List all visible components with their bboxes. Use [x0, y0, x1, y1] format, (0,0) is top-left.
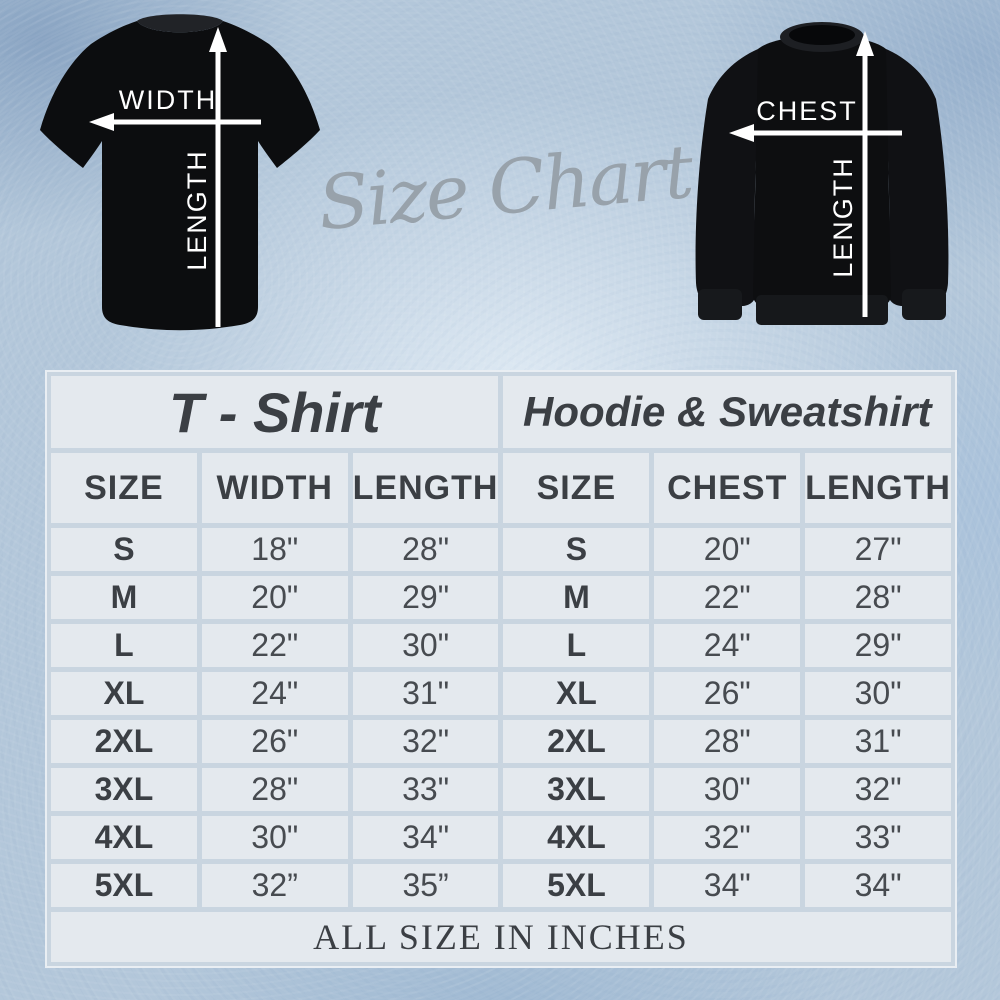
tshirt-width-cell: 32” — [201, 864, 348, 907]
tshirt-length-cell: 33" — [352, 768, 499, 811]
tshirt-width-cell: 24" — [201, 672, 348, 715]
hoodie-header-size: SIZE — [503, 453, 650, 523]
tshirt-length-cell: 28" — [352, 528, 499, 571]
sweatshirt-chest-arrow — [729, 124, 902, 142]
size-table: T - Shirt Hoodie & Sweatshirt SIZE WIDTH… — [45, 370, 957, 968]
hoodie-size-cell: M — [503, 576, 650, 619]
hoodie-chest-cell: 30" — [654, 768, 801, 811]
hoodie-size-cell: L — [503, 624, 650, 667]
tshirt-length-arrow — [209, 27, 227, 327]
hoodie-length-cell: 28" — [805, 576, 951, 619]
hoodie-length-cell: 27" — [805, 528, 951, 571]
tshirt-table-title: T - Shirt — [51, 376, 499, 448]
tshirt-length-cell: 31" — [352, 672, 499, 715]
sweatshirt-body — [753, 35, 891, 306]
tshirt-length-cell: 30" — [352, 624, 499, 667]
tshirt-width-cell: 26" — [201, 720, 348, 763]
tshirt-image: WIDTH LENGTH — [40, 14, 320, 331]
tshirt-collar — [137, 14, 223, 33]
tshirt-length-cell: 34" — [352, 816, 499, 859]
tshirt-header-width: WIDTH — [201, 453, 348, 523]
hoodie-chest-cell: 28" — [654, 720, 801, 763]
tshirt-silhouette — [40, 21, 320, 331]
sweatshirt-image: CHEST LENGTH — [695, 22, 949, 325]
hoodie-size-cell: 5XL — [503, 864, 650, 907]
tshirt-size-cell: 4XL — [51, 816, 197, 859]
hoodie-header-length: LENGTH — [805, 453, 951, 523]
units-note: ALL SIZE IN INCHES — [51, 912, 951, 962]
tshirt-width-cell: 28" — [201, 768, 348, 811]
hoodie-length-cell: 34" — [805, 864, 951, 907]
tshirt-size-cell: M — [51, 576, 197, 619]
sweatshirt-length-label: LENGTH — [828, 156, 858, 278]
tshirt-size-cell: 2XL — [51, 720, 197, 763]
tshirt-header-size: SIZE — [51, 453, 197, 523]
tshirt-width-cell: 30" — [201, 816, 348, 859]
hoodie-chest-cell: 26" — [654, 672, 801, 715]
hoodie-length-cell: 33" — [805, 816, 951, 859]
tshirt-width-cell: 18" — [201, 528, 348, 571]
sweatshirt-chest-label: CHEST — [756, 96, 858, 126]
hoodie-length-cell: 30" — [805, 672, 951, 715]
tshirt-width-label: WIDTH — [119, 85, 217, 115]
hoodie-header-chest: CHEST — [654, 453, 801, 523]
tshirt-width-cell: 20" — [201, 576, 348, 619]
hoodie-size-cell: XL — [503, 672, 650, 715]
sweatshirt-length-arrow — [856, 31, 874, 317]
tshirt-width-cell: 22" — [201, 624, 348, 667]
tshirt-width-arrow — [89, 113, 261, 131]
hoodie-length-cell: 29" — [805, 624, 951, 667]
tshirt-size-cell: S — [51, 528, 197, 571]
sweatshirt-left-sleeve — [695, 49, 758, 306]
tshirt-header-length: LENGTH — [352, 453, 499, 523]
hoodie-chest-cell: 34" — [654, 864, 801, 907]
hoodie-chest-cell: 32" — [654, 816, 801, 859]
sweatshirt-collar-inner — [789, 25, 855, 45]
tshirt-length-cell: 29" — [352, 576, 499, 619]
hoodie-size-cell: S — [503, 528, 650, 571]
tshirt-length-cell: 32" — [352, 720, 499, 763]
sweatshirt-waistband — [756, 295, 888, 325]
hoodie-chest-cell: 24" — [654, 624, 801, 667]
tshirt-size-cell: L — [51, 624, 197, 667]
tshirt-length-label: LENGTH — [182, 149, 212, 271]
tshirt-length-cell: 35” — [352, 864, 499, 907]
hoodie-length-cell: 31" — [805, 720, 951, 763]
sweatshirt-left-cuff — [698, 289, 742, 320]
hoodie-chest-cell: 20" — [654, 528, 801, 571]
hoodie-chest-cell: 22" — [654, 576, 801, 619]
hoodie-size-cell: 3XL — [503, 768, 650, 811]
hoodie-table-title: Hoodie & Sweatshirt — [503, 376, 951, 448]
tshirt-size-cell: 5XL — [51, 864, 197, 907]
sweatshirt-right-sleeve — [886, 49, 949, 306]
sweatshirt-right-cuff — [902, 289, 946, 320]
hoodie-length-cell: 32" — [805, 768, 951, 811]
hoodie-size-cell: 4XL — [503, 816, 650, 859]
tshirt-size-cell: XL — [51, 672, 197, 715]
hoodie-size-cell: 2XL — [503, 720, 650, 763]
tshirt-size-cell: 3XL — [51, 768, 197, 811]
